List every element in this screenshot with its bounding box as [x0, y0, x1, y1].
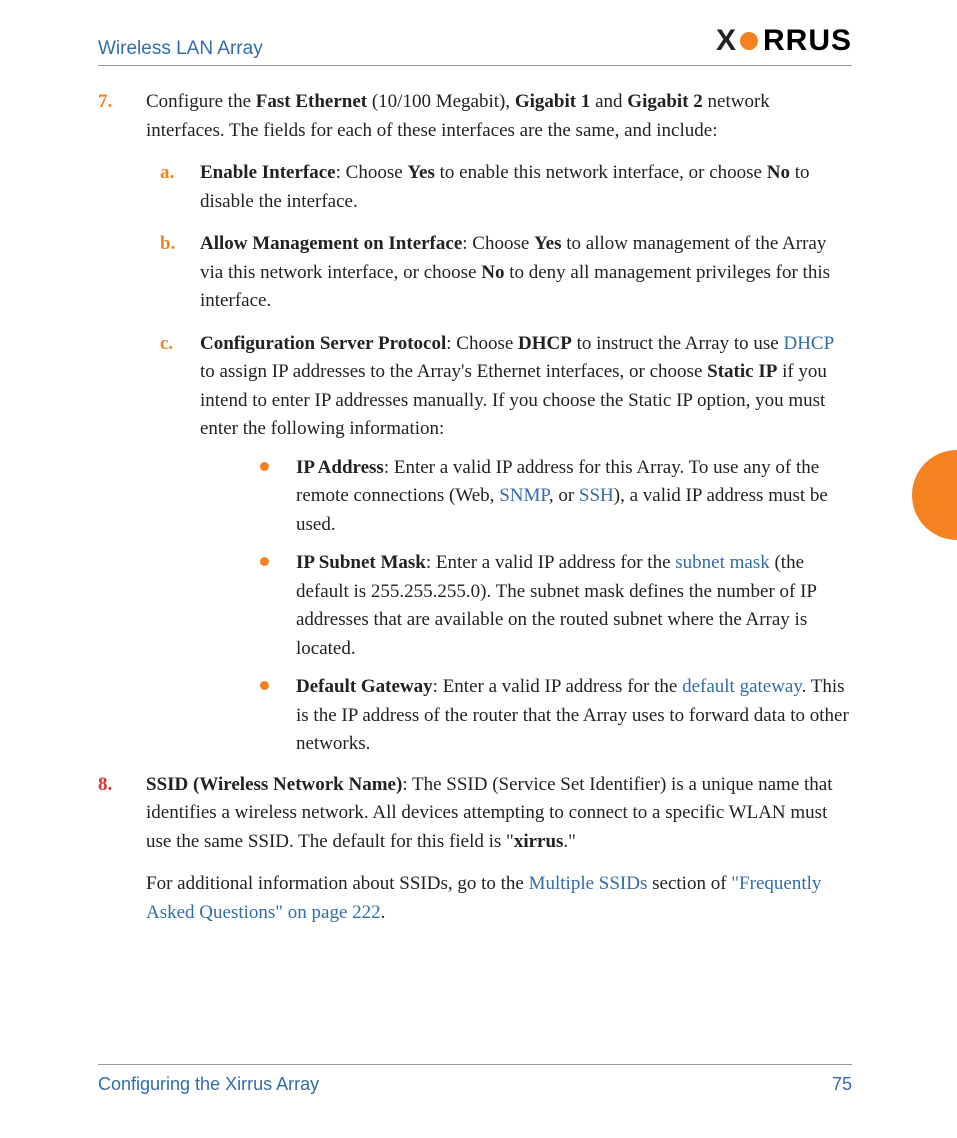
- step-8-text: SSID (Wireless Network Name): The SSID (…: [146, 771, 852, 857]
- step-8-para2: For additional information about SSIDs, …: [146, 870, 852, 927]
- step-7-text: Configure the Fast Ethernet (10/100 Mega…: [146, 88, 852, 145]
- page-body: 7. Configure the Fast Ethernet (10/100 M…: [98, 88, 852, 927]
- step-8: 8. SSID (Wireless Network Name): The SSI…: [98, 771, 852, 928]
- step-7c-text: Configuration Server Protocol: Choose DH…: [200, 330, 852, 444]
- link-dhcp[interactable]: DHCP: [783, 333, 833, 354]
- bullet-icon: [260, 681, 269, 690]
- bullet-icon: [260, 557, 269, 566]
- bullet-default-gateway: Default Gateway: Enter a valid IP addres…: [200, 673, 852, 759]
- logo-dot-icon: [740, 32, 758, 50]
- doc-title: Wireless LAN Array: [98, 35, 263, 64]
- step-7a-marker: a.: [160, 159, 186, 188]
- brand-logo: X RRUS: [716, 18, 852, 63]
- bullet-ip-address: IP Address: Enter a valid IP address for…: [200, 454, 852, 540]
- link-multiple-ssids[interactable]: Multiple SSIDs: [529, 873, 648, 894]
- link-subnet-mask[interactable]: subnet mask: [675, 552, 769, 573]
- step-7a: a. Enable Interface: Choose Yes to enabl…: [146, 159, 852, 216]
- step-7b-marker: b.: [160, 230, 186, 259]
- footer-page-number: 75: [832, 1071, 852, 1098]
- step-7b: b. Allow Management on Interface: Choose…: [146, 230, 852, 316]
- step-7-marker: 7.: [98, 88, 136, 117]
- logo-text: RRUS: [763, 18, 852, 63]
- footer-section-title: Configuring the Xirrus Array: [98, 1071, 319, 1098]
- step-7: 7. Configure the Fast Ethernet (10/100 M…: [98, 88, 852, 759]
- step-7c: c. Configuration Server Protocol: Choose…: [146, 330, 852, 759]
- bullet-subnet-mask: IP Subnet Mask: Enter a valid IP address…: [200, 549, 852, 663]
- step-8-marker: 8.: [98, 771, 136, 800]
- page-footer: Configuring the Xirrus Array 75: [98, 1064, 852, 1098]
- step-7c-marker: c.: [160, 330, 186, 359]
- bullet-icon: [260, 462, 269, 471]
- step-7b-text: Allow Management on Interface: Choose Ye…: [200, 230, 852, 316]
- page-header: Wireless LAN Array X RRUS: [98, 18, 852, 66]
- link-snmp[interactable]: SNMP: [499, 485, 549, 506]
- link-ssh[interactable]: SSH: [579, 485, 614, 506]
- step-7a-text: Enable Interface: Choose Yes to enable t…: [200, 159, 852, 216]
- logo-x1: X: [716, 18, 736, 63]
- link-default-gateway[interactable]: default gateway: [682, 676, 802, 697]
